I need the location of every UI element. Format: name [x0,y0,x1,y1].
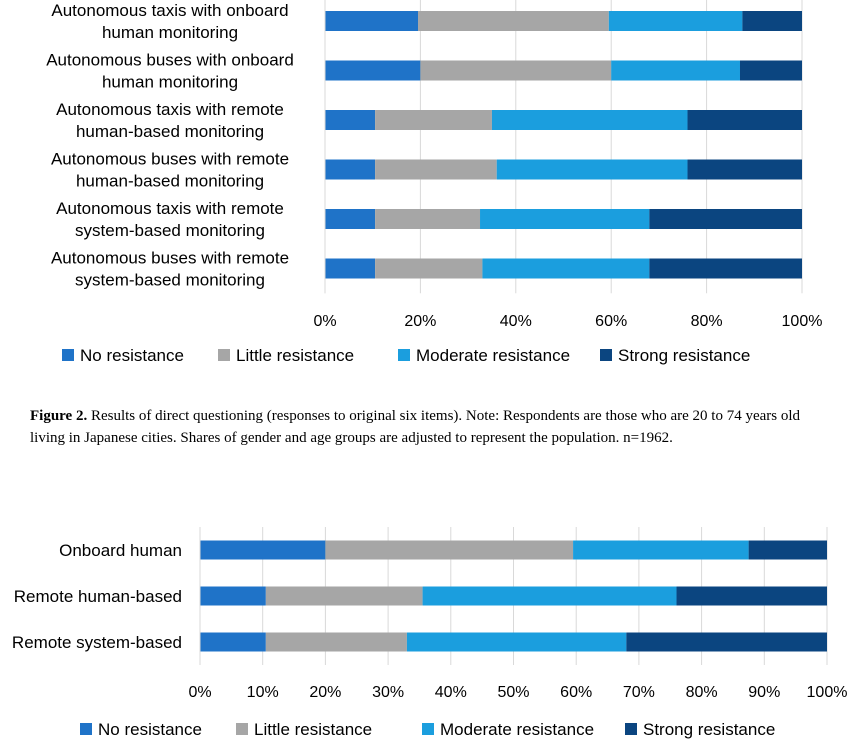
caption-label: Figure 2. [30,408,88,424]
bar-segment [325,110,376,130]
figure-caption: Figure 2. Results of direct questioning … [30,405,830,449]
category-label-line: system-based monitoring [75,221,265,240]
bar-segment [649,258,802,279]
legend-swatch [600,349,612,361]
x-tick-label: 30% [372,684,404,701]
legend-swatch [625,723,637,735]
category-label-line: human monitoring [102,23,238,42]
category-label-line: Autonomous taxis with remote [56,199,284,218]
x-tick-label: 80% [686,684,718,701]
legend-label: No resistance [80,346,184,365]
legend-label: Moderate resistance [416,346,570,365]
category-label: Autonomous buses with remote system-based… [51,249,289,290]
legend-label: Moderate resistance [440,720,594,739]
category-label-line: Autonomous taxis with remote [56,100,284,119]
bar-segment [626,632,827,652]
category-label-line: Autonomous taxis with onboard [51,1,288,20]
bar-segment [420,60,612,81]
category-label: Autonomous taxis with remote human-based … [56,100,284,141]
category-label: Autonomous taxis with remote system-based… [56,199,284,240]
bar-segment [325,60,421,81]
category-label: Autonomous buses with remote human-based … [51,150,289,191]
legend-swatch [62,349,74,361]
category-label: Autonomous taxis with onboard human monit… [51,1,288,42]
x-tick-label: 40% [500,313,532,330]
bar-segment [482,258,650,279]
legend-label: Strong resistance [643,720,775,739]
bar-segment [325,209,376,229]
legend-swatch [218,349,230,361]
category-label-line: Autonomous buses with remote [51,150,289,169]
bar-segment [265,586,423,606]
bar-segment [742,11,802,31]
x-tick-label: 70% [623,684,655,701]
x-tick-label: 100% [807,684,848,701]
bar-segment [325,540,574,560]
bar-segment [200,540,326,560]
legend-label: Little resistance [236,346,354,365]
x-tick-label: 50% [497,684,529,701]
x-tick-label: 90% [748,684,780,701]
bar-segment [200,632,266,652]
bar-segment [687,110,802,130]
bar-segment [611,60,740,81]
legend-label: Strong resistance [618,346,750,365]
bar-segment [265,632,407,652]
bar-segment [480,209,650,229]
x-tick-label: 60% [560,684,592,701]
legend-swatch [422,723,434,735]
legend-swatch [236,723,248,735]
legend-label: No resistance [98,720,202,739]
bar-segment [375,258,483,279]
x-tick-label: 40% [435,684,467,701]
legend-label: Little resistance [254,720,372,739]
category-label: Remote human-based [14,587,182,606]
x-tick-label: 20% [309,684,341,701]
x-tick-label: 100% [782,313,823,330]
x-tick-label: 0% [313,313,336,330]
bar-segment [649,209,802,229]
bar-segment [687,159,802,180]
category-label: Autonomous buses with onboard human monit… [46,51,294,92]
bar-segment [739,60,802,81]
bar-segment [325,11,419,31]
x-tick-label: 10% [247,684,279,701]
chart-bottom: 0% 10% 20% 30% 40% 50% 60% 70% 80% 90% 100% Onboard… [12,527,848,739]
bar-segment [573,540,749,560]
bar-segment [200,586,266,606]
bar-segment [491,110,688,130]
caption-text: Results of direct questioning (responses… [30,408,801,446]
x-tick-label: 60% [595,313,627,330]
x-tick-label: 0% [188,684,211,701]
category-label-line: human-based monitoring [76,122,264,141]
x-tick-label: 80% [691,313,723,330]
legend-swatch [80,723,92,735]
x-tick-label: 20% [404,313,436,330]
bar-segment [748,540,827,560]
chart-top: 0% 20% 40% 60% 80% 100% Autonomous taxis with … [46,0,823,365]
category-label-line: system-based monitoring [75,271,265,290]
bar-segment [422,586,677,606]
bar-segment [608,11,743,31]
category-label-line: human monitoring [102,73,238,92]
category-label: Onboard human [59,541,182,560]
category-label-line: Autonomous buses with remote [51,249,289,268]
bar-segment [418,11,609,31]
bar-segment [375,110,492,130]
category-label: Remote system-based [12,633,182,652]
bar-segment [375,159,497,180]
bar-segment [676,586,827,606]
bar-segment [375,209,481,229]
bar-segment [325,258,376,279]
legend-swatch [398,349,410,361]
category-label-line: Autonomous buses with onboard [46,51,294,70]
bar-segment [406,632,627,652]
bar-segment [325,159,376,180]
bar-segment [496,159,688,180]
category-label-line: human-based monitoring [76,172,264,191]
